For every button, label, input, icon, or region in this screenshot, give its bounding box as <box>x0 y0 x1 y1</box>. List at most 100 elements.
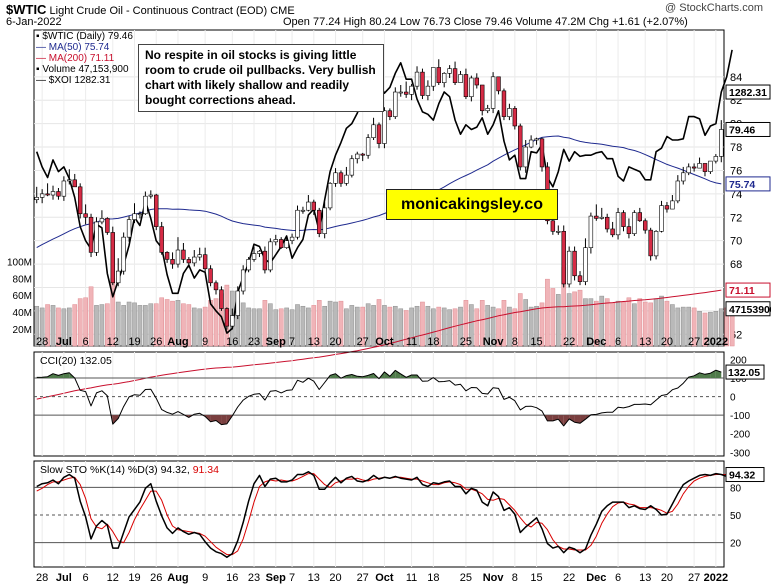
volume-bar <box>414 305 420 347</box>
candle-body <box>376 124 382 144</box>
volume-bar <box>246 307 251 347</box>
sto-x-tick-label: 22 <box>563 572 575 584</box>
volume-bar <box>653 298 659 347</box>
candle-body <box>583 247 588 282</box>
volume-bar <box>550 288 556 347</box>
volume-bar <box>485 305 490 347</box>
volume-bar <box>121 305 126 347</box>
price-x-tick-label: 6 <box>83 336 89 348</box>
candle-body <box>480 84 485 112</box>
sto-x-tick-label: Oct <box>375 572 394 584</box>
candle-body <box>338 172 344 184</box>
candle-body <box>257 250 262 254</box>
candle-body <box>56 191 61 197</box>
candle-body <box>507 108 512 117</box>
volume-bar <box>534 305 539 347</box>
sto-x-tick-label: 12 <box>107 572 119 584</box>
candle-body <box>686 166 691 174</box>
price-x-tick-label: Oct <box>375 336 394 348</box>
candle-body <box>713 156 719 162</box>
candle-body <box>664 205 670 210</box>
volume-bar <box>34 305 40 347</box>
sto-x-tick-label: 19 <box>128 572 140 584</box>
volume-bar <box>67 307 72 347</box>
candle-body <box>431 67 436 87</box>
volume-bar <box>517 293 523 347</box>
volume-bar <box>289 309 295 347</box>
price-x-tick-label: 15 <box>530 336 542 348</box>
sto-x-tick-label: 8 <box>512 572 518 584</box>
candle-body <box>681 172 686 182</box>
volume-bar <box>284 307 289 347</box>
candle-body <box>148 194 154 197</box>
volume-bar <box>273 309 279 347</box>
candle-body <box>317 209 322 234</box>
sto-x-tick-label: 2022 <box>704 572 728 584</box>
candle-body <box>566 250 572 285</box>
volume-bar <box>72 304 78 347</box>
volume-bar <box>354 306 360 347</box>
volume-bar <box>295 304 300 347</box>
cci-fill <box>395 370 401 378</box>
sto-x-tick-label: Dec <box>586 572 606 584</box>
cci-title: CCI(20) 132.05 <box>40 355 112 367</box>
candle-body <box>333 172 338 184</box>
price-x-tick-label: Sep <box>266 336 286 348</box>
volume-bar <box>387 306 393 347</box>
candle-body <box>137 213 143 216</box>
candle-body <box>344 174 349 184</box>
price-tick-label: 76 <box>730 165 742 177</box>
sto-tick-label: 80 <box>730 483 742 494</box>
candle-body <box>110 232 115 284</box>
sto-x-tick-label: 23 <box>248 572 260 584</box>
commentary-box: No respite in oil stocks is giving littl… <box>138 44 384 112</box>
candle-body <box>653 231 659 257</box>
cci-fill <box>563 415 570 426</box>
volume-bar <box>268 303 273 347</box>
sto-x-tick-label: 9 <box>202 572 208 584</box>
volume-bar <box>583 298 588 347</box>
value-tag <box>725 301 771 317</box>
volume-bar <box>632 303 637 347</box>
volume-bar <box>77 298 83 347</box>
candle-body <box>77 186 83 215</box>
candle-body <box>719 129 724 157</box>
candle-body <box>224 308 230 327</box>
price-x-tick-label: 27 <box>688 336 700 348</box>
candle-body <box>240 269 246 292</box>
volume-bar <box>474 308 480 347</box>
sto-x-tick-label: 6 <box>83 572 89 584</box>
volume-bar <box>56 307 61 347</box>
candle-body <box>246 259 251 271</box>
cci-tick-label: -100 <box>730 411 750 422</box>
candle-body <box>382 110 387 144</box>
price-panel: 62646668707274767880828420M40M60M80M100M… <box>7 29 771 400</box>
volume-bar <box>392 305 398 347</box>
volume-bar <box>469 304 474 347</box>
candle-body <box>116 270 121 284</box>
volume-bar <box>338 300 344 347</box>
instrument-name: Light Crude Oil - Continuous Contract (E… <box>49 5 268 17</box>
sto-title: Slow STO %K(14) %D(3) 94.32, 91.34 <box>40 464 219 476</box>
candle-body <box>164 252 170 260</box>
volume-bar <box>420 301 425 347</box>
cci-fill <box>558 415 564 426</box>
candle-body <box>458 74 463 83</box>
sto-x-tick-label: 13 <box>639 572 651 584</box>
price-tick-label: 78 <box>730 142 742 154</box>
candle-body <box>501 90 507 117</box>
candle-body <box>577 275 583 282</box>
candle-body <box>697 163 702 169</box>
volume-bar <box>327 300 333 347</box>
symbol: $WTIC <box>6 2 47 17</box>
candle-body <box>289 236 295 241</box>
price-x-tick-label: Aug <box>167 336 188 348</box>
volume-bar <box>691 307 697 347</box>
cci-tick-label: -300 <box>730 448 750 459</box>
candle-body <box>561 231 566 285</box>
header-date: 6-Jan-2022 <box>6 16 62 28</box>
volume-bar <box>507 306 512 347</box>
value-tag <box>725 121 771 137</box>
volume-bar <box>191 307 197 347</box>
volume-bar <box>425 305 431 347</box>
